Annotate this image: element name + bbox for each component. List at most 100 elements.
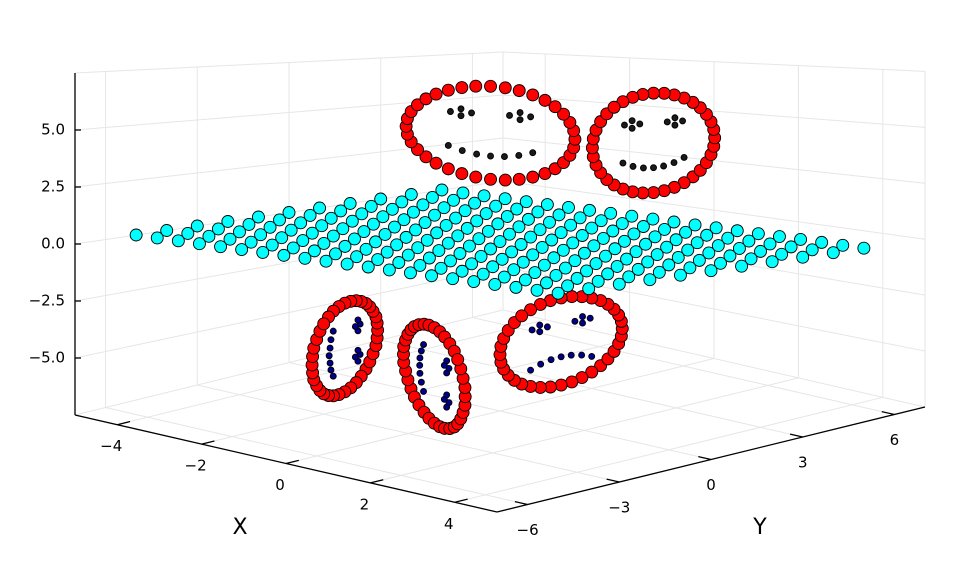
point <box>647 186 660 200</box>
x-tick-label: −4 <box>100 437 122 455</box>
point <box>419 150 433 164</box>
point <box>451 229 465 243</box>
point <box>775 247 789 261</box>
point <box>543 215 556 229</box>
point <box>429 156 443 170</box>
point <box>536 321 544 329</box>
point <box>543 323 551 331</box>
point <box>416 361 424 369</box>
point <box>612 277 626 291</box>
point <box>350 250 364 264</box>
grid-line <box>74 137 504 188</box>
point <box>420 341 427 349</box>
point <box>298 251 312 265</box>
y-tick-label: −6 <box>517 521 539 539</box>
point <box>181 226 195 240</box>
point <box>401 248 415 262</box>
point <box>326 229 340 243</box>
point <box>501 153 508 161</box>
point <box>527 366 535 374</box>
point <box>700 228 714 242</box>
point <box>857 241 871 255</box>
point <box>474 249 488 263</box>
point <box>606 224 620 238</box>
point <box>670 159 678 167</box>
point <box>326 359 334 367</box>
point <box>470 214 484 228</box>
point <box>129 228 143 242</box>
point <box>192 237 206 251</box>
point <box>585 365 599 379</box>
point <box>709 221 723 235</box>
point <box>526 248 540 262</box>
point <box>491 217 505 231</box>
point <box>432 244 446 258</box>
point <box>615 217 629 231</box>
point <box>702 246 716 260</box>
point <box>413 258 427 272</box>
point <box>636 120 644 128</box>
point <box>313 201 327 215</box>
point <box>683 261 697 275</box>
point <box>397 213 411 227</box>
point <box>307 244 321 258</box>
point <box>537 360 545 368</box>
point <box>714 256 727 270</box>
point <box>354 346 362 354</box>
point <box>784 240 798 254</box>
x-tick-label: 4 <box>444 515 454 533</box>
point <box>275 231 289 245</box>
point <box>516 109 524 117</box>
point <box>150 231 164 245</box>
point <box>556 243 570 257</box>
x-tick <box>370 479 384 484</box>
point <box>660 240 674 254</box>
point <box>646 212 660 226</box>
point <box>815 235 829 249</box>
point <box>456 186 470 200</box>
point <box>326 344 334 352</box>
x-tick <box>454 498 468 503</box>
point <box>447 193 460 207</box>
point <box>599 249 612 263</box>
point <box>495 252 509 266</box>
point <box>744 252 758 266</box>
point <box>345 214 359 228</box>
point <box>296 234 310 248</box>
point <box>551 286 565 300</box>
point <box>366 217 380 231</box>
point <box>472 232 486 246</box>
point <box>704 264 718 278</box>
point <box>579 319 586 327</box>
z-tick-label: −2.5 <box>29 292 65 310</box>
point <box>794 233 808 246</box>
y-tick-label: 3 <box>798 454 808 472</box>
point <box>425 190 439 204</box>
point <box>498 81 512 95</box>
point <box>521 212 535 226</box>
point <box>437 201 451 215</box>
point <box>629 162 637 170</box>
point <box>601 267 615 281</box>
point <box>282 206 296 219</box>
point <box>451 353 465 367</box>
point <box>577 246 591 260</box>
point <box>477 189 491 203</box>
point <box>340 257 354 271</box>
z-tick-label: 5.0 <box>41 121 65 139</box>
point <box>505 245 519 259</box>
point <box>548 100 562 114</box>
point <box>334 204 348 218</box>
point <box>428 208 441 222</box>
point <box>503 227 516 241</box>
point <box>251 210 265 224</box>
point <box>484 79 497 93</box>
point <box>338 239 352 253</box>
point <box>564 218 578 232</box>
x-tick-label: 2 <box>360 495 370 513</box>
point <box>273 213 286 227</box>
point <box>446 108 454 115</box>
grid-line <box>502 223 926 296</box>
point <box>399 230 413 244</box>
